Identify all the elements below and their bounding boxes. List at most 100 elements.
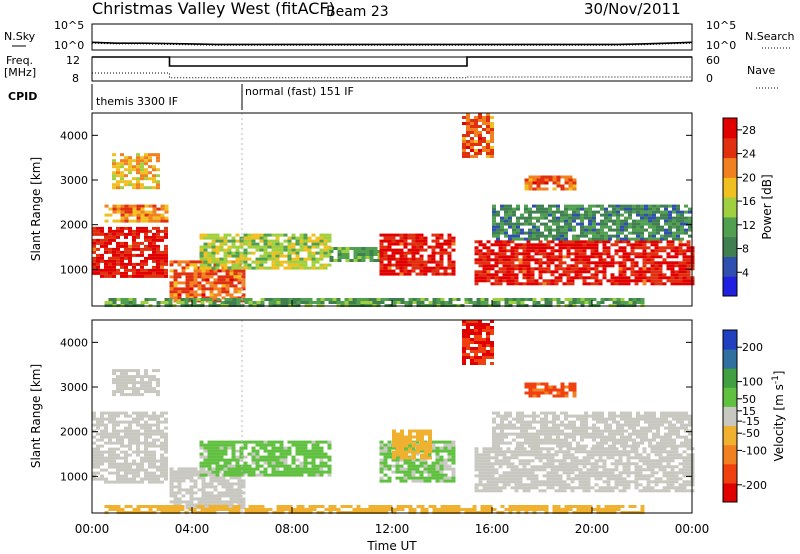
heatmap-cell	[173, 479, 178, 483]
heatmap-cell	[96, 232, 100, 236]
heatmap-cell	[610, 258, 615, 262]
heatmap-cell	[570, 456, 575, 460]
heatmap-cell	[648, 417, 652, 421]
heatmap-cell	[656, 207, 660, 211]
heatmap-cell	[124, 369, 128, 373]
heatmap-cell	[223, 263, 228, 267]
heatmap-cell	[193, 470, 198, 474]
heatmap-cell	[570, 267, 575, 271]
heatmap-cell	[152, 271, 156, 275]
heatmap-cell	[576, 234, 580, 238]
heatmap-cell	[259, 245, 264, 249]
heatmap-cell	[144, 235, 148, 239]
heatmap-cell	[664, 219, 668, 223]
heatmap-cell	[670, 486, 675, 490]
heatmap-cell	[670, 279, 675, 283]
heatmap-cell	[526, 279, 531, 283]
heatmap-cell	[566, 474, 571, 478]
heatmap-cell	[435, 263, 440, 267]
heatmap-cell	[225, 293, 230, 297]
heatmap-cell	[148, 204, 153, 208]
heatmap-cell	[466, 146, 470, 149]
heatmap-cell	[197, 284, 202, 288]
heatmap-cell	[610, 462, 615, 466]
heatmap-cell	[612, 429, 616, 433]
heatmap-cell	[496, 225, 500, 229]
heatmap-cell	[407, 467, 412, 471]
heatmap-cell	[428, 432, 432, 436]
heatmap-cell	[92, 271, 96, 275]
heatmap-cell	[662, 465, 667, 469]
heatmap-cell	[500, 207, 504, 211]
heatmap-cell	[243, 443, 248, 447]
heatmap-cell	[602, 468, 607, 472]
heatmap-cell	[676, 207, 680, 211]
heatmap-cell	[594, 453, 599, 457]
heatmap-cell	[536, 234, 540, 238]
heatmap-cell	[185, 272, 190, 276]
heatmap-cell	[502, 480, 507, 484]
heatmap-cell	[550, 273, 555, 277]
heatmap-cell	[152, 423, 156, 427]
heatmap-cell	[112, 210, 117, 214]
heatmap-cell	[576, 301, 581, 304]
heatmap-cell	[283, 464, 288, 468]
heatmap-cell	[303, 245, 308, 249]
heatmap-cell	[164, 216, 169, 220]
heatmap-cell	[323, 254, 328, 258]
heatmap-cell	[108, 438, 112, 442]
heatmap-cell	[670, 282, 675, 286]
heatmap-cell	[120, 390, 124, 394]
heatmap-cell	[478, 113, 482, 116]
heatmap-cell	[492, 426, 496, 430]
heatmap-cell	[128, 180, 132, 184]
heatmap-cell	[512, 210, 516, 214]
heatmap-cell	[144, 426, 148, 430]
heatmap-cell	[600, 222, 604, 226]
heatmap-cell	[466, 131, 470, 134]
heatmap-cell	[412, 429, 416, 433]
heatmap-cell	[443, 239, 448, 243]
heatmap-cell	[120, 180, 124, 184]
heatmap-cell	[618, 261, 623, 265]
heatmap-cell	[686, 453, 691, 457]
heatmap-cell	[403, 473, 408, 477]
heatmap-cell	[124, 456, 128, 460]
heatmap-cell	[548, 228, 552, 232]
heatmap-cell	[164, 477, 168, 481]
heatmap-cell	[594, 252, 599, 256]
heatmap-cell	[156, 253, 160, 257]
heatmap-cell	[560, 210, 564, 214]
heatmap-cell	[502, 276, 507, 280]
heatmap-cell	[644, 216, 648, 220]
heatmap-cell	[395, 263, 400, 267]
heatmap-cell	[568, 423, 572, 427]
heatmap-cell	[128, 435, 132, 439]
heatmap-cell	[132, 177, 136, 181]
heatmap-cell	[650, 480, 655, 484]
heatmap-cell	[444, 301, 449, 304]
heatmap-cell	[219, 239, 224, 243]
heatmap-cell	[112, 259, 116, 263]
heatmap-cell	[296, 301, 301, 304]
heatmap-cell	[128, 393, 132, 397]
heatmap-cell	[181, 290, 186, 294]
heatmap-cell	[552, 234, 556, 238]
heatmap-cell	[428, 447, 432, 451]
heatmap-cell	[534, 261, 539, 265]
heatmap-cell	[447, 257, 452, 261]
heatmap-cell	[600, 237, 604, 241]
heatmap-cell	[323, 236, 328, 240]
heatmap-cell	[177, 491, 182, 495]
heatmap-cell	[345, 253, 350, 256]
heatmap-cell	[590, 486, 595, 490]
heatmap-cell	[92, 265, 96, 269]
heatmap-cell	[136, 232, 140, 236]
heatmap-cell	[235, 260, 240, 264]
heatmap-cell	[148, 253, 152, 257]
heatmap-cell	[482, 137, 486, 140]
heatmap-cell	[492, 222, 496, 226]
heatmap-cell	[411, 242, 416, 246]
heatmap-cell	[586, 456, 591, 460]
heatmap-cell	[546, 453, 551, 457]
